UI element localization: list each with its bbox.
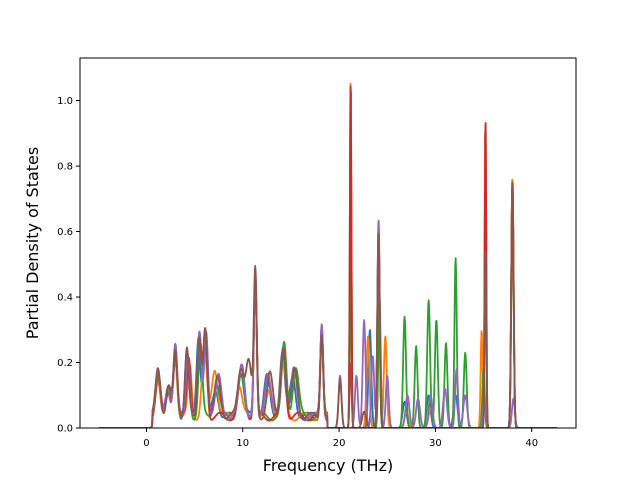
y-tick-label: 0.8 (57, 162, 73, 173)
x-tick-label: 20 (333, 438, 346, 449)
y-axis-label: Partial Density of States (23, 147, 42, 339)
x-axis-label: Frequency (THz) (263, 456, 393, 475)
x-tick-label: 30 (429, 438, 442, 449)
x-axis: 0 10 20 30 40 (143, 428, 538, 449)
y-tick-label: 0.2 (57, 358, 73, 369)
y-tick-label: 0.4 (57, 293, 73, 304)
x-tick-label: 40 (525, 438, 538, 449)
y-tick-label: 0.0 (57, 424, 73, 435)
y-axis: 0.0 0.2 0.4 0.6 0.8 1.0 (57, 96, 80, 435)
x-tick-label: 10 (236, 438, 249, 449)
x-tick-label: 0 (143, 438, 149, 449)
plot-frame (79, 57, 577, 429)
y-tick-label: 0.6 (57, 227, 73, 238)
y-tick-label: 1.0 (57, 96, 73, 107)
